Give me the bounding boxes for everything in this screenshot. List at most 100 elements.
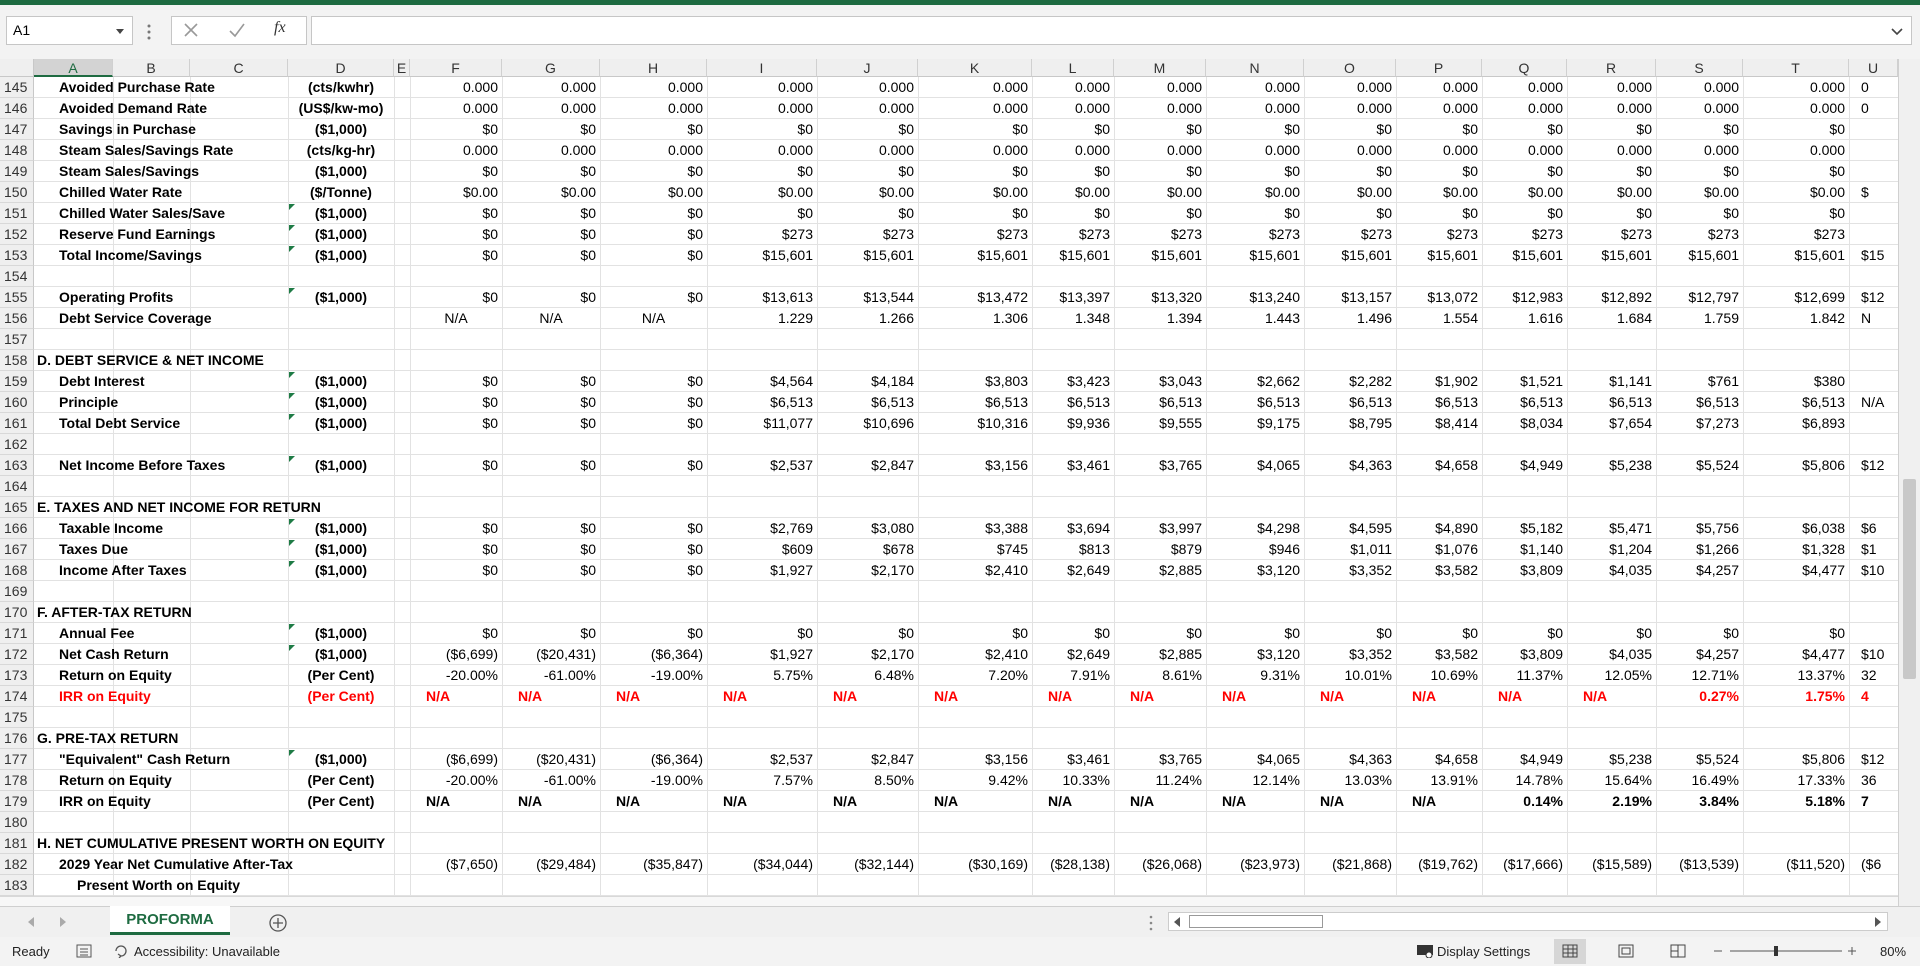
cell-value[interactable]: $4,658 [1435, 457, 1478, 473]
row-header[interactable]: 153 [0, 245, 34, 266]
row-header[interactable]: 165 [0, 497, 34, 518]
cell-value[interactable]: $273 [882, 226, 914, 242]
cell-value[interactable]: $13,240 [1249, 289, 1300, 305]
cell-value[interactable]: 0.000 [1074, 79, 1110, 95]
cell-value[interactable]: 1.443 [1264, 310, 1300, 326]
cell-value[interactable]: $2,885 [1159, 562, 1202, 578]
cell-value[interactable]: $0 [1012, 625, 1028, 641]
row-label[interactable]: Chilled Water Rate [59, 184, 183, 200]
cell-value[interactable]: $3,765 [1159, 457, 1202, 473]
cell-value[interactable]: $4,257 [1696, 646, 1739, 662]
cell-value[interactable]: $0 [1636, 121, 1652, 137]
cell-value[interactable]: $6,038 [1802, 520, 1845, 536]
unit[interactable]: ($1,000) [314, 226, 368, 242]
cell-value[interactable]: $0 [687, 562, 703, 578]
cell-value[interactable]: 5.75% [773, 667, 813, 683]
cell-value[interactable]: $273 [1360, 226, 1392, 242]
split-handle[interactable] [1148, 913, 1154, 933]
cell-value[interactable]: $0 [797, 121, 813, 137]
unit[interactable]: ($1,000) [314, 646, 368, 662]
cell-value[interactable]: 10.01% [1344, 667, 1392, 683]
cell-value[interactable]: $813 [1078, 541, 1110, 557]
cell-value[interactable]: 9.42% [988, 772, 1028, 788]
cell-value[interactable]: 0.000 [1616, 79, 1652, 95]
cell-value[interactable]: $0 [580, 226, 596, 242]
row-header[interactable]: 168 [0, 560, 34, 581]
column-header[interactable]: H [600, 59, 707, 77]
cell-value[interactable]: 7.57% [773, 772, 813, 788]
cell-value[interactable]: N/A [723, 793, 748, 809]
cell-value[interactable]: $4,035 [1609, 646, 1652, 662]
cell-value[interactable]: $15,601 [1059, 247, 1110, 263]
column-header[interactable]: F [410, 59, 502, 77]
cell-value[interactable]: 1.554 [1442, 310, 1478, 326]
cell-value[interactable]: 1.306 [992, 310, 1028, 326]
row-header[interactable]: 175 [0, 707, 34, 728]
cell-value[interactable]: $9,936 [1067, 415, 1110, 431]
cell-value[interactable]: $12,892 [1601, 289, 1652, 305]
cell-value[interactable]: $12,699 [1794, 289, 1845, 305]
scroll-right[interactable] [1873, 916, 1883, 928]
cell-value[interactable]: 0.14% [1523, 793, 1563, 809]
row-header[interactable]: 177 [0, 749, 34, 770]
formula-input[interactable] [311, 16, 1912, 45]
row-header[interactable]: 155 [0, 287, 34, 308]
cell-value[interactable]: $6,513 [1159, 394, 1202, 410]
cell-value[interactable]: $2,282 [1349, 373, 1392, 389]
cell-value[interactable]: -61.00% [543, 772, 596, 788]
cell-value[interactable]: $3,423 [1067, 373, 1110, 389]
page-break-view[interactable] [1670, 944, 1686, 958]
unit[interactable]: ($1,000) [314, 394, 368, 410]
cell-value[interactable]: 0.000 [992, 142, 1028, 158]
cell-value[interactable]: N/A [426, 793, 451, 809]
cell-value[interactable]: $0 [482, 226, 498, 242]
cell-value[interactable]: 13.37% [1797, 667, 1845, 683]
cell-value[interactable]: N/A [1583, 688, 1608, 704]
row-header[interactable]: 166 [0, 518, 34, 539]
cell-value[interactable]: $273 [1268, 226, 1300, 242]
cell-value[interactable]: $5,806 [1802, 751, 1845, 767]
cell-value[interactable]: $2,847 [871, 751, 914, 767]
cell-value[interactable]: $3,582 [1435, 646, 1478, 662]
cell-value[interactable]: 3.84% [1699, 793, 1739, 809]
cell-value[interactable]: $273 [1813, 226, 1845, 242]
accessibility-icon[interactable] [114, 944, 130, 958]
cell-value[interactable]: $4,477 [1802, 646, 1845, 662]
cell-value[interactable]: $2,847 [871, 457, 914, 473]
cell-value[interactable]: 0.000 [992, 79, 1028, 95]
cell-value[interactable]: $13,613 [762, 289, 813, 305]
normal-view[interactable] [1554, 939, 1586, 964]
column-header[interactable]: B [113, 59, 190, 77]
insert-function-button[interactable]: fx [274, 19, 286, 36]
column-header[interactable]: K [918, 59, 1032, 77]
cell-value[interactable]: $12,797 [1688, 289, 1739, 305]
unit[interactable]: ($1,000) [314, 625, 368, 641]
cell-value[interactable]: N/A [1048, 688, 1073, 704]
column-header[interactable]: G [502, 59, 600, 77]
cell-value[interactable]: $0 [898, 121, 914, 137]
cell-value[interactable]: 1.759 [1703, 310, 1739, 326]
column-header[interactable]: S [1656, 59, 1743, 77]
cell-value[interactable]: $15,601 [977, 247, 1028, 263]
cell-value[interactable]: $4,564 [770, 373, 813, 389]
cell-value[interactable]: $12 [1861, 751, 1885, 767]
cell-value[interactable]: $0 [797, 625, 813, 641]
cell-value[interactable]: N/A [833, 688, 858, 704]
unit[interactable]: ($1,000) [314, 121, 368, 137]
cell-value[interactable]: 0.000 [1166, 79, 1202, 95]
zoom-level[interactable]: 80% [1880, 944, 1907, 959]
unit[interactable]: ($1,000) [314, 541, 368, 557]
column-header[interactable]: L [1032, 59, 1114, 77]
row-label[interactable]: Avoided Purchase Rate [59, 79, 215, 95]
cell-value[interactable]: ($32,144) [854, 856, 914, 872]
cell-value[interactable]: 0.000 [1809, 79, 1845, 95]
cell-value[interactable]: $15,601 [1341, 247, 1392, 263]
cell-value[interactable]: $3,388 [985, 520, 1028, 536]
cell-value[interactable]: N/A [833, 793, 858, 809]
cell-value[interactable]: $0 [1094, 121, 1110, 137]
cell-value[interactable]: $6,893 [1802, 415, 1845, 431]
row-label[interactable]: Return on Equity [59, 772, 172, 788]
cell-value[interactable]: 11.37% [1516, 667, 1563, 683]
cell-value[interactable]: $9,555 [1159, 415, 1202, 431]
cell-value[interactable]: 0.000 [1264, 142, 1300, 158]
